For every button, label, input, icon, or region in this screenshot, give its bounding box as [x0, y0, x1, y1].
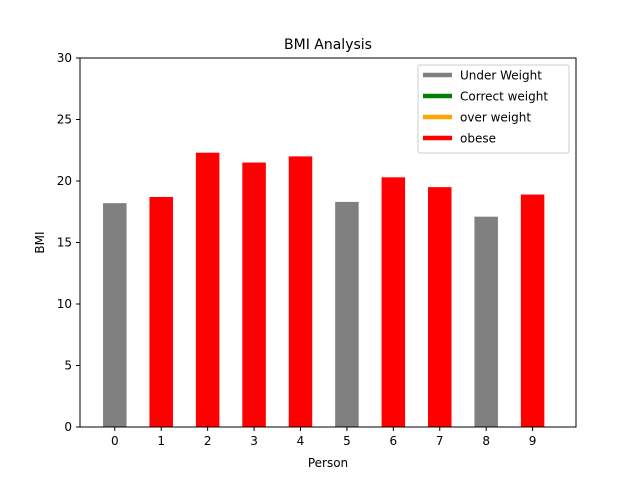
x-tick-label: 4: [297, 434, 305, 448]
x-tick-label: 5: [343, 434, 351, 448]
x-axis-ticks: 0 1 2 3 4 5 6 7 8 9: [111, 427, 536, 448]
y-tick-label: 25: [57, 113, 72, 127]
y-tick-label: 5: [64, 359, 72, 373]
bar-person-1: [149, 196, 173, 427]
bar-person-9: [520, 194, 545, 427]
x-tick-label: 8: [482, 434, 490, 448]
legend-label: over weight: [460, 111, 531, 125]
x-tick-label: 1: [157, 434, 165, 448]
chart-title: BMI Analysis: [284, 37, 372, 53]
x-tick-label: 7: [436, 434, 444, 448]
bar-person-3: [242, 162, 266, 428]
x-tick-label: 0: [111, 434, 119, 448]
bar-person-0: [103, 203, 127, 427]
bar-person-7: [428, 187, 452, 427]
bar-person-4: [288, 156, 313, 427]
x-tick-label: 6: [390, 434, 398, 448]
y-tick-label: 0: [64, 420, 72, 434]
bar-person-6: [381, 177, 406, 427]
y-axis-label: BMI: [33, 231, 47, 253]
legend-label: Under Weight: [460, 69, 542, 83]
legend-label: Correct weight: [460, 90, 548, 104]
x-tick-label: 3: [250, 434, 258, 448]
y-tick-label: 30: [57, 51, 72, 65]
bar-person-5: [335, 201, 359, 427]
legend-label: obese: [460, 132, 496, 146]
bars-group: [103, 152, 545, 428]
y-tick-label: 15: [57, 236, 72, 250]
legend-box: [417, 64, 570, 154]
legend: Under Weight Correct weight over weight obe…: [417, 64, 570, 154]
x-tick-label: 2: [204, 434, 212, 448]
y-axis-ticks: 0 5 10 15 20 25 30: [57, 51, 80, 434]
y-tick-label: 10: [57, 297, 72, 311]
y-tick-label: 20: [57, 174, 72, 188]
bar-person-8: [474, 216, 498, 427]
x-axis-label: Person: [308, 456, 348, 470]
bar-person-2: [195, 152, 220, 427]
x-tick-label: 9: [529, 434, 537, 448]
